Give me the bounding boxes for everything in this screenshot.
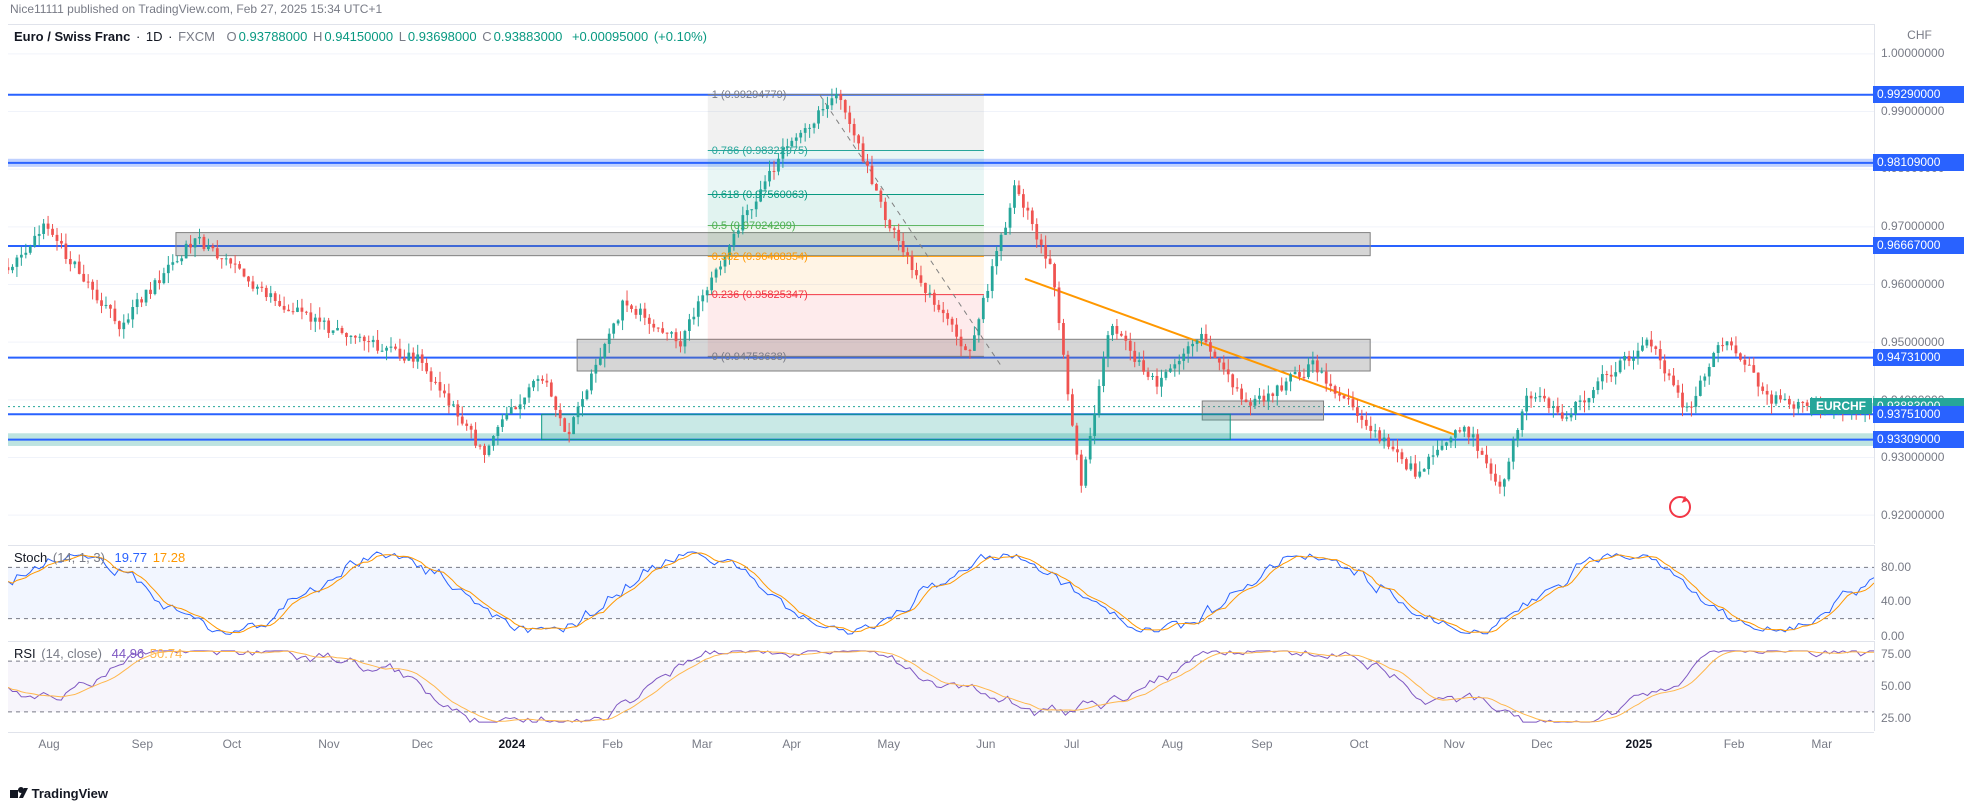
time-tick: Mar <box>1811 737 1832 751</box>
price-tick: 0.99000000 <box>1881 104 1944 118</box>
price-tag: 0.94731000 <box>1873 349 1964 366</box>
time-tick: Aug <box>1162 737 1183 751</box>
fib-level-label: 0.236 (0.95825347) <box>712 289 808 301</box>
price-tag: 0.98109000 <box>1873 154 1964 171</box>
time-tick: Sep <box>1251 737 1272 751</box>
time-tick: Jun <box>976 737 995 751</box>
price-tick: 0.96000000 <box>1881 277 1944 291</box>
time-tick: Dec <box>1531 737 1552 751</box>
time-tick: Aug <box>38 737 59 751</box>
rsi-tick: 75.00 <box>1881 647 1911 661</box>
price-tick: 0.97000000 <box>1881 219 1944 233</box>
price-tick: 0.93000000 <box>1881 450 1944 464</box>
price-chart-pane[interactable]: Euro / Swiss Franc · 1D · FXCM O0.937880… <box>8 24 1874 544</box>
price-chart-svg <box>8 25 1874 544</box>
rsi-axis[interactable]: 75.00 50.00 25.00 <box>1874 641 1964 731</box>
rsi-pane[interactable]: RSI (14, close) 44.96 50.74 <box>8 641 1874 731</box>
price-tag: 0.93309000 <box>1873 431 1964 448</box>
time-tick: Oct <box>1350 737 1369 751</box>
symbol-tag: EURCHF <box>1810 398 1872 414</box>
price-tick: 1.00000000 <box>1881 46 1944 60</box>
time-tick: Nov <box>318 737 339 751</box>
rsi-tick: 25.00 <box>1881 711 1911 725</box>
fib-level-label: 0.382 (0.96488354) <box>712 251 808 263</box>
symbol-name: Euro / Swiss Franc <box>14 29 130 44</box>
time-tick: 2024 <box>498 737 525 751</box>
stoch-svg <box>8 546 1874 640</box>
price-tag: 0.93751000 <box>1873 406 1964 423</box>
fib-level-label: 0 (0.94753638) <box>712 351 787 363</box>
tradingview-logo: TradingView <box>10 786 108 801</box>
publish-info: Nice11111 published on TradingView.com, … <box>0 0 1964 20</box>
stoch-tick: 40.00 <box>1881 594 1911 608</box>
price-axis-title: CHF <box>1875 28 1964 42</box>
time-tick: Feb <box>602 737 623 751</box>
time-tick: May <box>877 737 900 751</box>
rsi-legend: RSI (14, close) 44.96 50.74 <box>14 646 184 661</box>
time-tick: Sep <box>132 737 153 751</box>
time-tick: Feb <box>1724 737 1745 751</box>
rsi-tick: 50.00 <box>1881 679 1911 693</box>
stoch-axis[interactable]: 80.0040.000.00 <box>1874 545 1964 640</box>
time-tick: Dec <box>412 737 433 751</box>
time-axis[interactable]: Aug Sep Oct Nov Dec 2024 Feb Mar Apr May Jun Jul Aug… <box>8 732 1874 762</box>
time-tick: Jul <box>1064 737 1079 751</box>
price-tag: 0.96667000 <box>1873 237 1964 254</box>
price-axis[interactable]: CHF 1.000000000.990000000.980000000.9700… <box>1874 24 1964 544</box>
time-tick: Mar <box>692 737 713 751</box>
fib-level-label: 0.618 (0.97560063) <box>712 189 808 201</box>
time-tick: Apr <box>782 737 801 751</box>
price-tick: 0.95000000 <box>1881 335 1944 349</box>
price-legend: Euro / Swiss Franc · 1D · FXCM O0.937880… <box>14 29 709 44</box>
time-tick: Nov <box>1443 737 1464 751</box>
price-tick: 0.92000000 <box>1881 508 1944 522</box>
price-tag: 0.99290000 <box>1873 86 1964 103</box>
time-tick: Oct <box>223 737 242 751</box>
rsi-svg <box>8 642 1874 731</box>
stoch-tick: 80.00 <box>1881 560 1911 574</box>
replay-icon[interactable] <box>1669 496 1691 518</box>
fib-level-label: 1 (0.99294779) <box>712 89 787 101</box>
fib-level-label: 0.5 (0.97024209) <box>712 220 796 232</box>
stoch-legend: Stoch (14, 1, 3) 19.77 17.28 <box>14 550 187 565</box>
time-tick: 2025 <box>1626 737 1653 751</box>
fib-level-label: 0.786 (0.98322975) <box>712 145 808 157</box>
stoch-pane[interactable]: Stoch (14, 1, 3) 19.77 17.28 <box>8 545 1874 640</box>
